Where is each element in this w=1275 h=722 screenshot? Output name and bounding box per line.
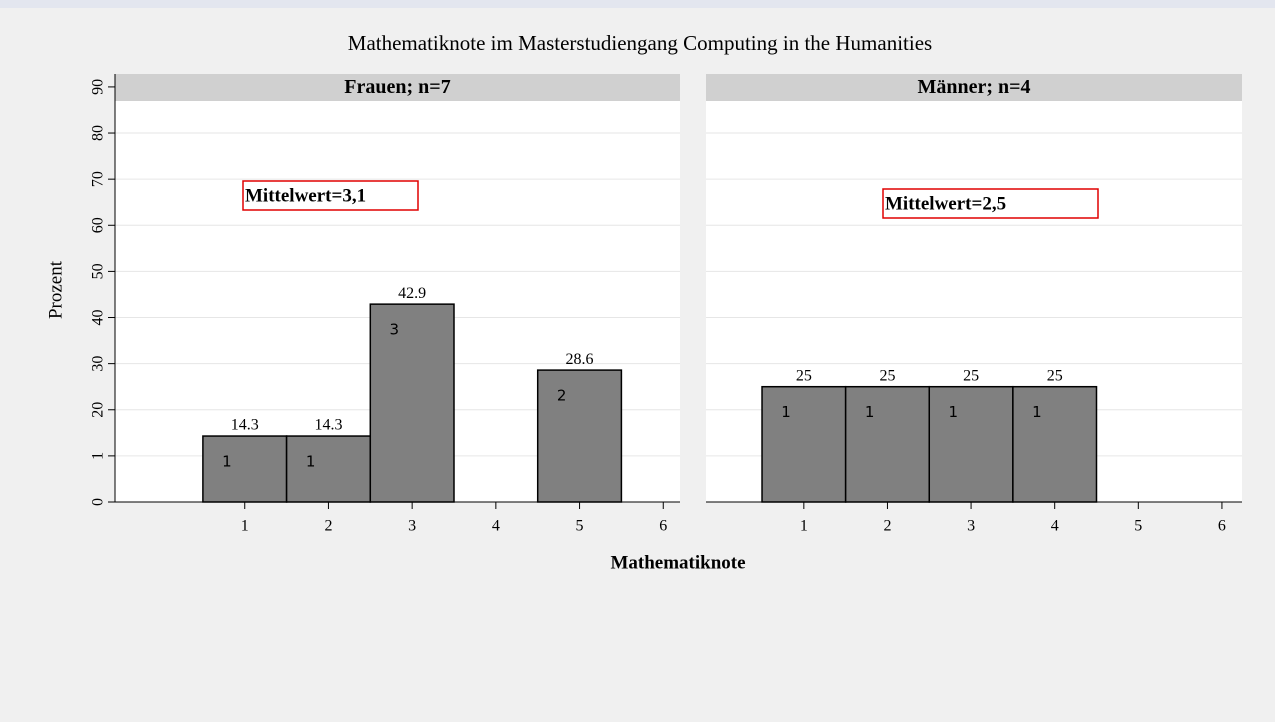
x-tick-label: 5 — [1134, 518, 1142, 535]
panel-title: Männer; n=4 — [917, 76, 1030, 98]
y-tick-label: 1 — [90, 452, 107, 460]
bar — [369, 303, 455, 503]
bar — [761, 385, 847, 503]
bar-count-label: 1 — [781, 403, 791, 421]
bar-count-label: 3 — [390, 321, 400, 339]
y-tick-label: 20 — [90, 402, 107, 418]
bar-value-label: 25 — [963, 367, 979, 384]
annotation: Mittelwert=2,5 — [885, 193, 1006, 214]
x-tick-label: 2 — [883, 518, 891, 535]
x-axis-label: Mathematiknote — [610, 552, 745, 573]
bar-count-label: 1 — [948, 403, 958, 421]
x-tick-label: 3 — [408, 518, 416, 535]
bar-value-label: 14.3 — [231, 417, 259, 434]
y-tick-label: 50 — [90, 263, 107, 279]
bar — [285, 435, 372, 503]
y-tick-label: 30 — [90, 356, 107, 372]
y-tick-label: 80 — [90, 125, 107, 141]
x-tick-label: 3 — [967, 518, 975, 535]
bar-value-label: 25 — [1047, 367, 1063, 384]
bar — [1012, 385, 1098, 503]
bar-count-label: 1 — [222, 453, 232, 471]
y-tick-label: 60 — [90, 217, 107, 233]
x-tick-label: 6 — [1218, 518, 1226, 535]
y-tick-label: 40 — [90, 310, 107, 326]
panel-strip — [706, 74, 1242, 101]
y-tick-label: 90 — [90, 79, 107, 95]
x-tick-label: 1 — [241, 518, 249, 535]
bar-value-label: 42.9 — [398, 285, 426, 302]
bar-value-label: 28.6 — [566, 351, 594, 368]
x-tick-label: 4 — [1051, 518, 1059, 535]
bar-value-label: 25 — [796, 367, 812, 384]
x-tick-label: 6 — [659, 518, 667, 535]
y-axis-label: Prozent — [45, 260, 66, 319]
bar-count-label: 1 — [1032, 403, 1042, 421]
chart-title: Mathematiknote im Masterstudiengang Comp… — [348, 31, 932, 55]
x-tick-label: 2 — [324, 518, 332, 535]
x-tick-label: 1 — [800, 518, 808, 535]
x-tick-label: 5 — [576, 518, 584, 535]
bar — [928, 385, 1014, 503]
bar-value-label: 25 — [879, 367, 895, 384]
x-tick-label: 4 — [492, 518, 500, 535]
bar — [844, 385, 931, 503]
annotation-box — [882, 188, 1099, 219]
annotation: Mittelwert=3,1 — [245, 185, 366, 206]
y-tick-label: 70 — [90, 171, 107, 187]
annotation-box — [242, 180, 419, 211]
bar-count-label: 1 — [306, 453, 316, 471]
bar-count-label: 1 — [865, 403, 875, 421]
panel-strip — [115, 74, 680, 101]
bar — [536, 369, 623, 503]
bar-count-label: 2 — [557, 387, 567, 405]
y-tick-label: 0 — [90, 498, 107, 506]
top-border — [0, 0, 1275, 8]
panel-title: Frauen; n=7 — [344, 76, 450, 98]
bar-value-label: 14.3 — [314, 417, 342, 434]
bar — [202, 435, 288, 503]
